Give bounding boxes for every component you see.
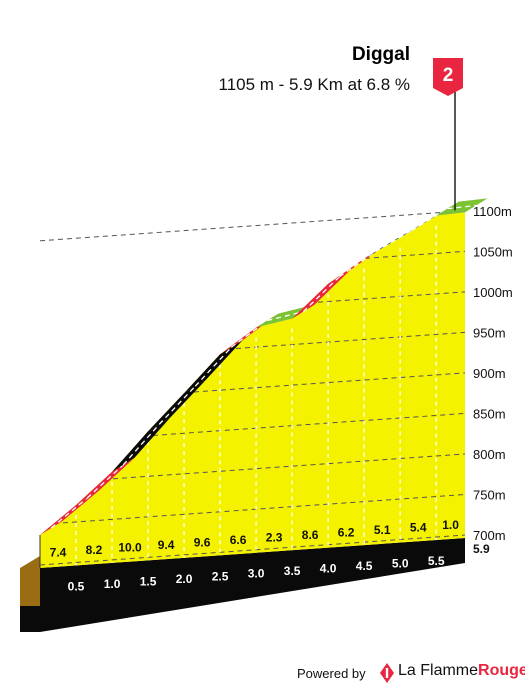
gridline-750 [53, 493, 466, 524]
base-distance-strip [20, 538, 465, 632]
road-centerline [122, 423, 160, 466]
road-centerline [375, 229, 412, 253]
gridline-800 [103, 453, 466, 480]
y-tick-label: 1100m [473, 204, 512, 219]
road-centerline [447, 204, 477, 210]
km-label: 2.5 [212, 569, 229, 583]
gradient-road [40, 198, 488, 535]
profile-area [39, 212, 465, 568]
gridline-900 [184, 372, 466, 394]
road-centerline [50, 497, 88, 529]
road-segment [292, 269, 351, 319]
segment-gradient-label: 9.6 [194, 536, 211, 550]
km-label: 5.9 [473, 542, 490, 556]
segment-gradient-label: 8.6 [302, 528, 319, 542]
segment-gradient-label: 1.0 [442, 518, 459, 532]
segment-gradient-label: 8.2 [86, 543, 103, 557]
km-label: 0.5 [68, 579, 85, 593]
road-segment [184, 340, 243, 394]
km-label: 1.0 [104, 577, 121, 591]
segment-gradient-label: 10.0 [118, 541, 142, 555]
segment-gradient-label: 7.4 [50, 546, 67, 560]
km-label: 2.0 [176, 572, 193, 586]
segment-gradient-label: 5.4 [410, 520, 427, 534]
climb-title: Diggal [351, 44, 410, 65]
road-segment [148, 379, 207, 432]
km-label: 5.0 [392, 557, 409, 571]
y-tick-label: 700m [473, 528, 506, 543]
road-centerline [86, 464, 124, 499]
chart-labels: 700m 750m 800m 850m 900m 950m 1000m 1050m 1100m 7… [50, 204, 513, 594]
base-front-face [20, 568, 40, 606]
km-label: 4.0 [320, 562, 337, 576]
y-tick-label: 1050m [473, 244, 513, 259]
y-tick-label: 800m [473, 447, 506, 462]
segment-gradient-label: 5.1 [374, 523, 391, 537]
y-tick-label: 1000m [473, 285, 513, 300]
y-tick-label: 750m [473, 487, 506, 502]
category-badge [433, 58, 463, 88]
segment-gradient-label: 6.2 [338, 525, 355, 539]
gridline-1050 [364, 250, 466, 259]
category-badge-tip [433, 88, 463, 96]
flamme-rouge-logo-icon [380, 663, 394, 683]
brand-logo: La FlammeRouge [398, 662, 525, 680]
category-badge-number: 2 [443, 65, 454, 86]
y-tick-label: 850m [473, 406, 506, 421]
gridline-700 [39, 534, 466, 566]
km-label: 1.5 [140, 574, 157, 588]
climb-summary: 1105 m - 5.9 Km at 6.8 % [218, 75, 411, 94]
segment-gradient-label: 9.4 [158, 538, 175, 552]
y-tick-label: 950m [473, 325, 506, 340]
road-segment [40, 491, 99, 535]
road-segment [436, 198, 488, 216]
road-segment [76, 457, 135, 506]
category-flag: 2 [433, 58, 463, 211]
brand-name-accent: Rouge [478, 662, 525, 679]
gridline-1100 [39, 210, 466, 242]
segment-gradient-label: 6.6 [230, 533, 247, 547]
km-label: 3.0 [248, 567, 265, 581]
gridline-950 [226, 331, 466, 350]
segment-gradient-label: 2.3 [266, 530, 283, 544]
road-centerline [267, 310, 304, 322]
elevation-gridlines [39, 210, 466, 566]
powered-by-label: Powered by [297, 666, 366, 681]
profile-face [40, 212, 465, 568]
road-centerline [411, 208, 448, 232]
road-centerline [339, 251, 376, 278]
km-label: 5.5 [428, 554, 445, 568]
gridline-1000 [308, 291, 466, 304]
km-label: 3.5 [284, 564, 301, 578]
km-label: 4.5 [356, 559, 373, 573]
y-tick-label: 900m [473, 366, 506, 381]
brand-name: La Flamme [398, 662, 479, 679]
